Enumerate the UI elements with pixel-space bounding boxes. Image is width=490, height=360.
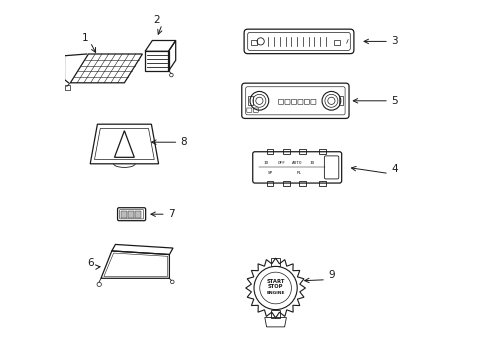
Text: ENGINE: ENGINE <box>267 291 285 295</box>
Text: 6: 6 <box>87 258 94 268</box>
Text: 2: 2 <box>153 15 160 25</box>
FancyBboxPatch shape <box>128 211 134 218</box>
FancyBboxPatch shape <box>135 211 141 218</box>
Text: SP: SP <box>268 171 273 175</box>
Text: 4: 4 <box>391 164 398 174</box>
Text: START: START <box>267 279 285 284</box>
Text: OFF: OFF <box>277 161 285 165</box>
Text: 8: 8 <box>180 137 187 147</box>
Text: PL: PL <box>296 171 302 175</box>
Text: 7: 7 <box>168 209 174 219</box>
Text: IO: IO <box>310 161 315 165</box>
Text: IO: IO <box>264 161 269 165</box>
Text: 1: 1 <box>81 33 88 43</box>
Text: 5: 5 <box>391 96 398 106</box>
FancyBboxPatch shape <box>121 211 127 218</box>
Text: 9: 9 <box>328 270 335 280</box>
Text: STOP: STOP <box>268 284 283 289</box>
Text: 3: 3 <box>391 36 398 46</box>
Text: AUTO: AUTO <box>292 161 302 165</box>
